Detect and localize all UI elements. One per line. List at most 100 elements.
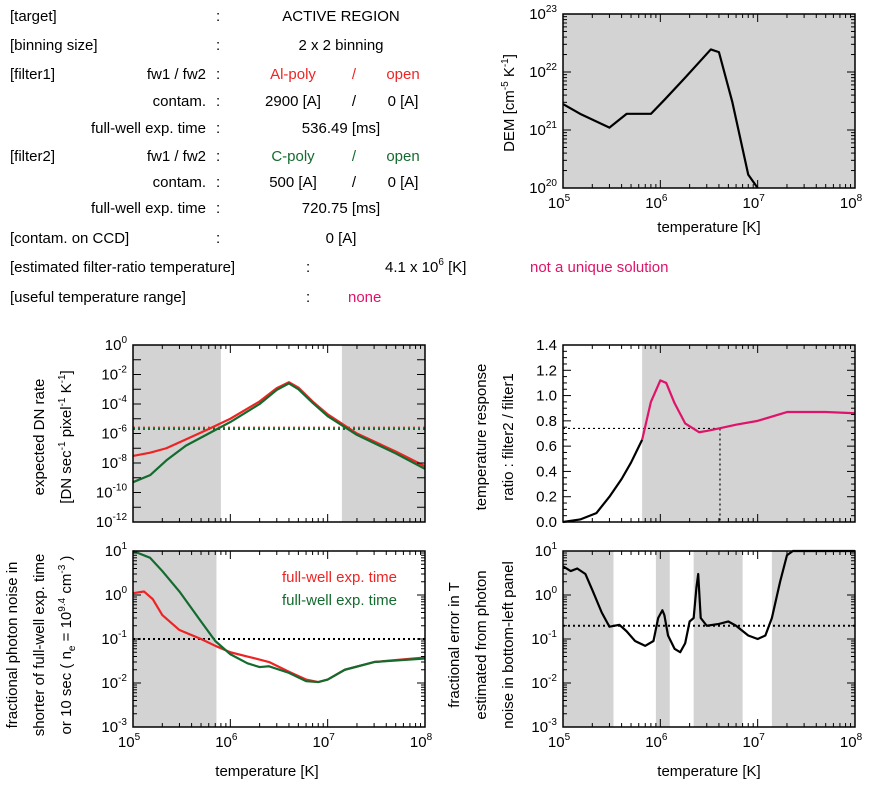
temp-error-xtick-label-exp: 5 — [565, 732, 571, 743]
photon-noise-xtick-label-base: 10 — [410, 734, 427, 751]
photon-noise-ylabel3-p4: ) — [58, 556, 75, 565]
temp-error-ylabel2: estimated from photon — [473, 570, 490, 719]
useful-sep: : — [306, 289, 310, 306]
filter1-exp-label: full-well exp. time — [91, 120, 206, 137]
temp-error-ytick-label-base: 10 — [531, 631, 548, 648]
dn-rate-ytick-label-base: 10 — [96, 485, 113, 502]
filter1-fw1: Al-poly — [270, 66, 316, 83]
temp-error-xtick-label-1: 106 — [645, 732, 668, 751]
temp-error-ytick-label-exp: -1 — [548, 629, 557, 640]
temp-error-xtick-label-0: 105 — [548, 732, 571, 751]
dem-ytick-label-base: 10 — [529, 64, 546, 81]
temp-error-xtick-label-exp: 7 — [759, 732, 765, 743]
filter1-label: [filter1] — [10, 66, 55, 83]
filter2-label: [filter2] — [10, 148, 55, 165]
target-value: ACTIVE REGION — [282, 8, 400, 25]
dem-shade-region-0 — [563, 14, 855, 188]
photon-noise-ylabel2: shorter of full-well exp. time — [31, 554, 48, 737]
filter1-contam-label: contam. — [153, 93, 206, 110]
dem-xtick-label-exp: 8 — [857, 193, 863, 204]
photon-noise-ytick-label-exp: -3 — [118, 717, 127, 728]
photon-noise-xtick-label-0: 105 — [118, 732, 141, 751]
ratio-ytick-label-2: 1.0 — [536, 388, 557, 405]
dn-rate-ytick-label-2: 10-4 — [101, 394, 127, 413]
ccd-label: [contam. on CCD] — [10, 230, 129, 247]
ratio-ytick-label-5: 0.4 — [536, 463, 557, 480]
photon-noise-xtick-label-exp: 6 — [232, 732, 238, 743]
dn-rate-ytick-label-exp: -12 — [113, 512, 128, 523]
filter2-fw-label: fw1 / fw2 — [147, 148, 206, 165]
filter1-contam1: 2900 [A] — [265, 93, 321, 110]
filter1-sep: : — [216, 66, 220, 83]
photon-noise-ylabel3-p2: = 10 — [58, 612, 75, 646]
temp-error-xtick-label-3: 108 — [840, 732, 863, 751]
temp-error-xtick-label-exp: 6 — [662, 732, 668, 743]
photon-noise-ytick-label-exp: 1 — [121, 541, 127, 552]
filter1-slash: / — [352, 66, 357, 83]
photon-noise-ylabel1: fractional photon noise in — [4, 562, 21, 729]
filter2-exp-value: 720.75 [ms] — [302, 200, 380, 217]
photon-noise-xtick-label-base: 10 — [215, 734, 232, 751]
temp-error-xtick-label-base: 10 — [548, 734, 565, 751]
filter2-contam-sep: : — [216, 174, 220, 191]
ratio-shaded-regions — [642, 345, 855, 522]
temp-error-xtick-label-base: 10 — [840, 734, 857, 751]
useful-value: none — [348, 289, 381, 306]
filter1-contam-slash: / — [352, 93, 357, 110]
photon-noise-ytick-label-exp: -2 — [118, 673, 127, 684]
dem-ytick-label-exp: 21 — [546, 120, 558, 131]
dn-rate-ylabel1: expected DN rate — [31, 379, 48, 496]
filter2-sep: : — [216, 148, 220, 165]
filter2-contam-slash: / — [352, 174, 357, 191]
photon-noise-xtick-label-exp: 7 — [329, 732, 335, 743]
estimated-note: not a unique solution — [530, 259, 668, 276]
dem-xtick-label-base: 10 — [548, 195, 565, 212]
photon-noise-xtick-label-2: 107 — [313, 732, 336, 751]
filter2-contam-label: contam. — [153, 174, 206, 191]
filter1-exp-value: 536.49 [ms] — [302, 120, 380, 137]
temp-error-ytick-label-1: 100 — [535, 585, 558, 604]
binning-label: [binning size] — [10, 37, 98, 54]
dn-rate-ytick-label-exp: -10 — [113, 483, 128, 494]
ratio-chart: 1.41.21.00.80.60.40.20.0 temperature res… — [473, 337, 855, 531]
dem-ytick-label-exp: 20 — [546, 178, 558, 189]
temp-error-ytick-label-exp: -2 — [548, 673, 557, 684]
filter2-fw2: open — [386, 148, 419, 165]
dn-rate-ytick-label-base: 10 — [101, 396, 118, 413]
dn-rate-ytick-label-exp: -2 — [118, 365, 127, 376]
dn-rate-ylabel2-p2: pixel — [58, 406, 75, 441]
dem-xtick-label-exp: 5 — [565, 193, 571, 204]
photon-noise-ylabel3: or 10 sec ( ne = 109.4 cm-3 ) — [57, 556, 78, 735]
dem-xtick-label-exp: 6 — [662, 193, 668, 204]
dem-shaded-regions — [563, 14, 855, 188]
ratio-ytick-label-7: 0.0 — [536, 514, 557, 531]
filter1-fw-label: fw1 / fw2 — [147, 66, 206, 83]
dem-xtick-label-base: 10 — [743, 195, 760, 212]
photon-noise-chart: 105 106 107 10810110010-110-210-3 full-well… — [4, 541, 433, 780]
dem-chart: 105 106 107 1081020102110221023 temperature… — [500, 4, 863, 236]
photon-noise-xtick-label-exp: 5 — [135, 732, 141, 743]
dn-rate-ytick-label-1: 10-2 — [101, 365, 127, 384]
dem-ytick-label-3: 1023 — [529, 4, 557, 23]
dem-xtick-label-0: 105 — [548, 193, 571, 212]
temp-error-ytick-label-2: 10-1 — [531, 629, 557, 648]
dem-ylabel: DEM [cm-5 K-1] — [500, 54, 518, 152]
ratio-ytick-label-0: 1.4 — [536, 337, 557, 354]
ratio-ylabel1: temperature response — [473, 364, 490, 511]
estimated-value-unit: [K] — [444, 259, 467, 276]
photon-noise-ylabel3-p1: or 10 sec ( n — [58, 651, 75, 734]
filter2-exp-label: full-well exp. time — [91, 200, 206, 217]
filter1-exp-sep: : — [216, 120, 220, 137]
temp-error-ytick-label-exp: -3 — [548, 717, 557, 728]
dem-ytick-label-base: 10 — [529, 180, 546, 197]
photon-noise-ytick-label-base: 10 — [105, 587, 122, 604]
photon-noise-ytick-label-1: 100 — [105, 585, 128, 604]
filter1-contam2: 0 [A] — [388, 93, 419, 110]
photon-noise-ytick-label-base: 10 — [101, 675, 118, 692]
dn-rate-ytick-label-exp: 0 — [121, 335, 127, 346]
photon-noise-xtick-label-base: 10 — [118, 734, 135, 751]
photon-noise-xlabel: temperature [K] — [215, 763, 318, 780]
temp-error-xtick-label-exp: 8 — [857, 732, 863, 743]
dem-ytick-label-1: 1021 — [529, 120, 557, 139]
